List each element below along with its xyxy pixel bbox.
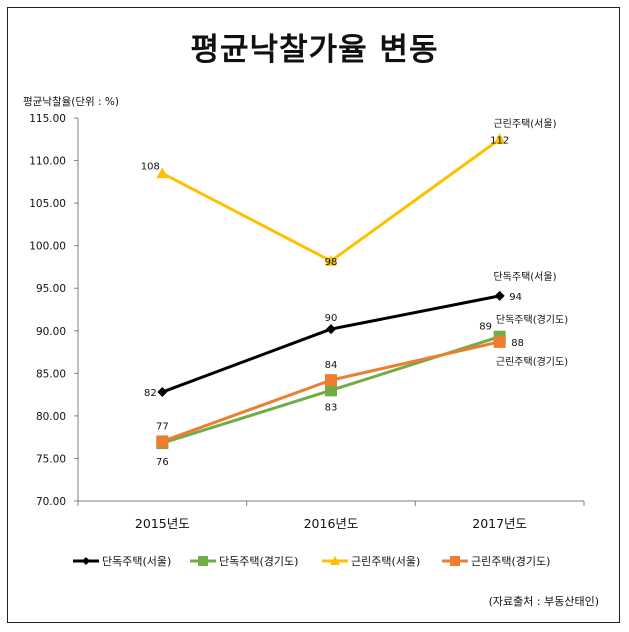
series-1-point	[157, 387, 168, 398]
x-tick-label: 2016년도	[304, 516, 359, 531]
y-tick-label: 105.00	[29, 198, 66, 210]
legend-item-2-label: 단독주택(경기도)	[219, 555, 298, 568]
series-3-data-label: 112	[490, 135, 509, 146]
legend-item-2-marker	[198, 556, 208, 566]
series-1-point	[494, 290, 505, 301]
x-tick-label: 2015년도	[135, 516, 190, 531]
legend-item-1-label: 단독주택(서울)	[102, 555, 171, 568]
series-3-data-label: 98	[325, 257, 338, 268]
series-1-end-label: 단독주택(서울)	[493, 271, 556, 283]
source-note: (자료출처 : 부동산태인)	[488, 595, 599, 608]
series-1-data-label: 82	[144, 388, 157, 399]
legend-item-3-marker	[330, 556, 340, 565]
series-1-data-label: 90	[325, 313, 338, 324]
x-tick-label: 2017년도	[472, 516, 527, 531]
y-tick-label: 115.00	[29, 113, 66, 125]
legend-item-4-marker	[450, 556, 460, 566]
series-2-data-label: 89	[479, 322, 492, 333]
chart-frame	[7, 7, 620, 623]
series-2-end-label: 단독주택(경기도)	[496, 313, 568, 326]
series-3-line	[161, 138, 501, 263]
series-4-data-label: 88	[511, 338, 524, 349]
y-tick-label: 90.00	[36, 326, 66, 338]
series-4-data-label: 77	[156, 421, 169, 432]
series-4-data-label: 84	[325, 360, 338, 371]
series-2-data-label: 76	[156, 457, 169, 468]
y-tick-label: 80.00	[36, 411, 66, 423]
y-tick-label: 70.00	[36, 496, 66, 508]
series-3-data-label: 108	[141, 161, 160, 172]
series-4-point	[493, 335, 506, 348]
y-tick-label: 75.00	[36, 453, 66, 465]
y-tick-label: 100.00	[29, 241, 66, 253]
series-3-point	[325, 254, 337, 266]
y-tick-label: 110.00	[29, 156, 66, 168]
y-tick-label: 85.00	[36, 368, 66, 380]
y-axis-unit-label: 평균낙찰율(단위 : %)	[23, 96, 120, 108]
series-3-point	[156, 167, 169, 179]
series-2-point	[325, 384, 337, 397]
series-1-data-label: 94	[509, 292, 522, 303]
legend-item-4-label: 근린주택(경기도)	[471, 555, 550, 568]
series-4-point	[156, 435, 169, 448]
series-1-point	[326, 324, 336, 335]
chart-title: 평균낙찰가율 변동	[190, 32, 439, 68]
series-2-data-label: 83	[325, 402, 338, 413]
series-4-point	[325, 374, 337, 387]
y-tick-label: 95.00	[36, 283, 66, 295]
series-4-end-label: 근린주택(경기도)	[496, 355, 568, 368]
legend-item-1-marker	[82, 557, 90, 565]
series-3-point	[493, 133, 506, 145]
legend-item-3-label: 근린주택(서울)	[351, 555, 420, 568]
series-3-end-label: 근린주택(서울)	[493, 118, 556, 130]
